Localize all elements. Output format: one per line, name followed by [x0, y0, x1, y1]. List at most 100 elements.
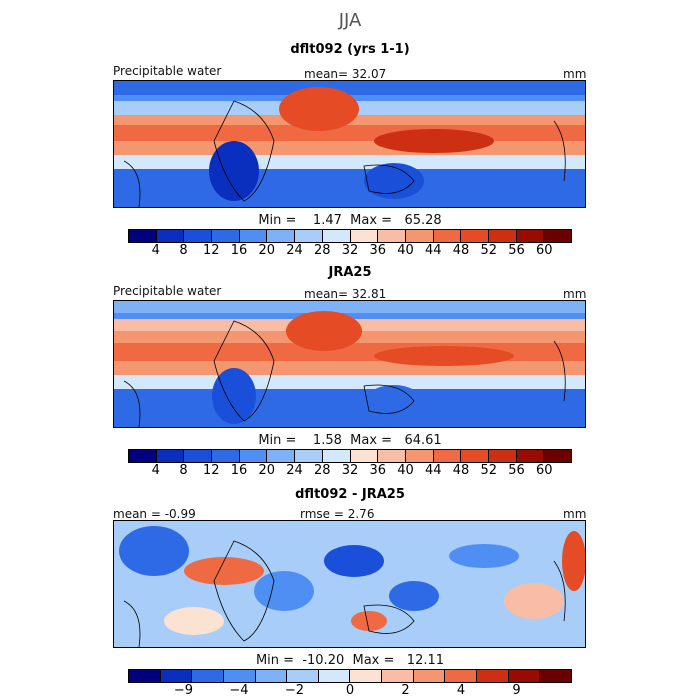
colorbar-tick-label: −4 — [229, 683, 249, 698]
colorbar-segment — [544, 230, 571, 242]
colorbar-tick-label: 2 — [401, 683, 410, 698]
colorbar-tick-label: 48 — [452, 243, 470, 258]
colorbar-segment — [382, 670, 414, 682]
panel3-map — [113, 520, 586, 648]
colorbar-segment — [156, 230, 185, 242]
panel1-units-label: mm — [563, 67, 587, 81]
panel1-colorbar — [128, 229, 572, 243]
panel2-colorbar-ticks: 4 8 12 16 20 24 28 32 36 40 44 48 52 56 60 — [0, 463, 700, 481]
panel3-title: dflt092 - JRA25 — [295, 487, 405, 502]
colorbar-tick-label: 60 — [535, 243, 553, 258]
colorbar-segment — [378, 230, 406, 242]
colorbar-segment — [212, 230, 240, 242]
panel3-colorbar-ticks: −9 −4 −2 0 2 4 9 — [0, 683, 700, 699]
colorbar-tick-label: 12 — [202, 243, 220, 258]
colorbar-segment — [160, 670, 193, 682]
colorbar-tick-label: 20 — [258, 463, 276, 478]
colorbar-tick-label: 32 — [341, 243, 359, 258]
colorbar-segment — [267, 230, 296, 242]
colorbar-tick-label: 40 — [397, 243, 414, 258]
season-title: JJA — [338, 10, 362, 31]
colorbar-tick-label: 44 — [424, 463, 442, 478]
colorbar-tick-label: 32 — [341, 463, 359, 478]
colorbar-segment — [318, 670, 351, 682]
colorbar-segment — [461, 450, 489, 462]
panel1-colorbar-ticks: 4 8 12 16 20 24 28 32 36 40 44 48 52 56 60 — [0, 243, 700, 261]
panel2-mean-label: mean= 32.81 — [304, 287, 387, 301]
colorbar-segment — [378, 450, 406, 462]
colorbar-tick-label: 40 — [397, 463, 414, 478]
panel1-title: dflt092 (yrs 1-1) — [290, 42, 410, 57]
colorbar-segment — [223, 670, 256, 682]
colorbar-tick-label: 44 — [424, 243, 442, 258]
colorbar-segment — [540, 670, 571, 682]
colorbar-tick-label: 12 — [202, 463, 220, 478]
colorbar-segment — [129, 230, 157, 242]
panel2-map — [113, 300, 586, 428]
colorbar-segment — [433, 230, 462, 242]
colorbar-segment — [295, 450, 323, 462]
colorbar-tick-label: 52 — [480, 243, 498, 258]
panel2-title: JRA25 — [328, 265, 372, 280]
colorbar-segment — [212, 450, 240, 462]
colorbar-tick-label: 9 — [512, 683, 521, 698]
colorbar-segment — [405, 230, 434, 242]
colorbar-segment — [488, 230, 517, 242]
colorbar-tick-label: 60 — [535, 463, 553, 478]
colorbar-tick-label: 16 — [230, 463, 248, 478]
panel2-variable-label: Precipitable water — [113, 284, 222, 298]
colorbar-segment — [488, 450, 517, 462]
panel2-minmax: Min = 1.58 Max = 64.61 — [258, 433, 442, 448]
colorbar-segment — [405, 450, 434, 462]
colorbar-segment — [239, 450, 268, 462]
panel1-mean-label: mean= 32.07 — [304, 67, 387, 81]
colorbar-tick-label: 52 — [480, 463, 498, 478]
colorbar-tick-label: 8 — [179, 463, 188, 478]
panel1-variable-label: Precipitable water — [113, 64, 222, 78]
colorbar-tick-label: 24 — [286, 463, 303, 478]
colorbar-segment — [350, 230, 379, 242]
panel2-colorbar — [128, 449, 572, 463]
colorbar-tick-label: 36 — [369, 243, 387, 258]
colorbar-segment — [129, 670, 161, 682]
colorbar-segment — [516, 230, 545, 242]
colorbar-tick-label: 16 — [230, 243, 248, 258]
colorbar-segment — [267, 450, 296, 462]
colorbar-segment — [255, 670, 288, 682]
panel1-map — [113, 80, 586, 208]
colorbar-segment — [544, 450, 571, 462]
panel1-minmax: Min = 1.47 Max = 65.28 — [258, 213, 442, 228]
panel3-rmse-label: rmse = 2.76 — [300, 507, 375, 521]
colorbar-segment — [156, 450, 185, 462]
colorbar-segment — [477, 670, 509, 682]
panel2-units-label: mm — [563, 287, 587, 301]
colorbar-tick-label: 28 — [313, 243, 331, 258]
colorbar-tick-label: 56 — [508, 243, 525, 258]
panel3-minmax: Min = -10.20 Max = 12.11 — [255, 653, 445, 668]
colorbar-tick-label: 56 — [508, 463, 525, 478]
colorbar-segment — [350, 450, 379, 462]
colorbar-segment — [516, 450, 545, 462]
colorbar-tick-label: 24 — [286, 243, 303, 258]
colorbar-tick-label: 20 — [258, 243, 276, 258]
colorbar-segment — [413, 670, 446, 682]
colorbar-segment — [350, 670, 383, 682]
colorbar-tick-label: −9 — [173, 683, 194, 698]
colorbar-segment — [295, 230, 323, 242]
colorbar-segment — [322, 450, 351, 462]
panel3-mean-label: mean = -0.99 — [113, 507, 196, 521]
colorbar-segment — [508, 670, 541, 682]
colorbar-tick-label: 4 — [151, 243, 160, 258]
colorbar-tick-label: 28 — [313, 463, 331, 478]
colorbar-segment — [322, 230, 351, 242]
colorbar-tick-label: 8 — [179, 243, 188, 258]
colorbar-segment — [192, 670, 224, 682]
colorbar-tick-label: 0 — [345, 683, 355, 698]
colorbar-tick-label: 4 — [456, 683, 466, 698]
colorbar-tick-label: 36 — [369, 463, 387, 478]
colorbar-segment — [239, 230, 268, 242]
colorbar-segment — [461, 230, 489, 242]
colorbar-segment — [184, 450, 213, 462]
colorbar-tick-label: −2 — [284, 683, 305, 698]
colorbar-segment — [287, 670, 319, 682]
